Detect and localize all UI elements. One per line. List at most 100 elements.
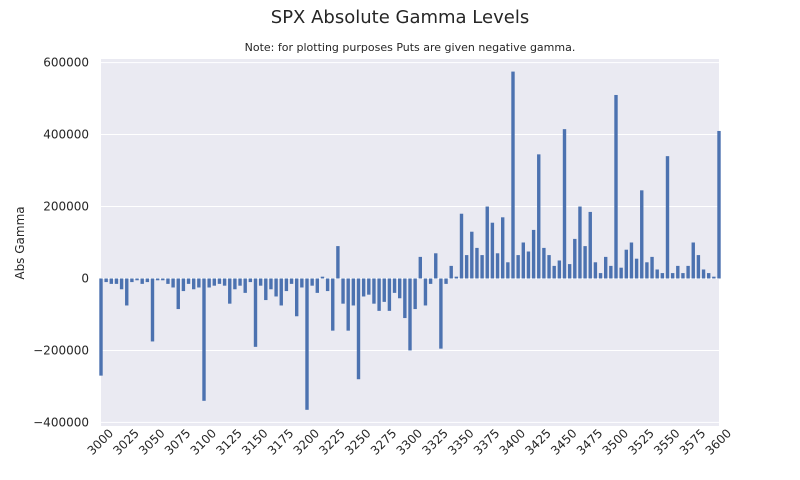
bar-3065 — [166, 278, 170, 284]
bar-3090 — [192, 278, 196, 290]
bar-3100 — [202, 278, 206, 401]
x-tick-label: 3400 — [497, 426, 528, 457]
bar-3520 — [634, 258, 639, 279]
bar-3370 — [480, 255, 484, 279]
bar-3025 — [125, 278, 129, 306]
bar-3345 — [454, 276, 459, 279]
bar-3260 — [367, 278, 371, 295]
bar-3235 — [341, 278, 345, 304]
x-tick-label: 3000 — [85, 426, 116, 457]
bar-3240 — [346, 278, 350, 331]
bar-3285 — [392, 278, 397, 293]
bar-3185 — [289, 278, 294, 284]
bar-3105 — [207, 278, 211, 288]
bar-3220 — [325, 278, 330, 292]
bar-3265 — [372, 278, 376, 304]
bar-3210 — [315, 278, 319, 293]
bar-3255 — [361, 278, 366, 297]
bar-3445 — [557, 260, 562, 279]
bar-3315 — [423, 278, 428, 306]
x-tick-label: 3600 — [703, 426, 734, 457]
bar-3440 — [552, 265, 556, 279]
bar-3535 — [650, 256, 654, 279]
x-tick-label: 3075 — [162, 426, 193, 457]
x-tick-label: 3300 — [394, 426, 425, 457]
y-tick-label: −200000 — [33, 343, 89, 357]
y-tick-label: 200000 — [43, 200, 89, 214]
bar-3180 — [284, 278, 289, 292]
x-tick-label: 3425 — [522, 426, 553, 457]
bar-3310 — [418, 256, 422, 279]
x-tick-label: 3450 — [548, 426, 579, 457]
x-axis-ticks: 3000302530503075310031253150317532003225… — [85, 426, 734, 457]
bar-3305 — [413, 278, 417, 310]
bar-3200 — [305, 278, 309, 410]
bar-3495 — [609, 265, 613, 279]
bar-3530 — [645, 262, 649, 279]
x-tick-label: 3150 — [239, 426, 270, 457]
y-axis-ticks: −400000 −200000 0 200000 400000 600000 — [33, 56, 89, 430]
y-tick-label: 400000 — [43, 128, 89, 142]
bar-3275 — [382, 278, 386, 302]
bar-3250 — [356, 278, 361, 380]
x-tick-label: 3350 — [445, 426, 476, 457]
bar-3545 — [660, 273, 665, 279]
bar-3085 — [186, 278, 191, 284]
bar-3195 — [300, 278, 304, 288]
bar-3165 — [269, 278, 273, 290]
bar-3000 — [99, 278, 103, 376]
bar-3460 — [573, 238, 577, 279]
bar-3580 — [696, 255, 701, 279]
x-tick-label: 3250 — [342, 426, 373, 457]
bar-3120 — [222, 278, 227, 286]
bar-3325 — [434, 253, 438, 279]
x-tick-label: 3125 — [213, 426, 244, 457]
bar-3295 — [403, 278, 407, 319]
x-tick-label: 3525 — [625, 426, 656, 457]
bar-3575 — [691, 242, 695, 279]
y-tick-label: 0 — [81, 271, 89, 285]
chart-subtitle: Note: for plotting purposes Puts are giv… — [244, 41, 576, 54]
bar-3365 — [475, 247, 479, 279]
bar-3290 — [398, 278, 402, 299]
bar-3190 — [295, 278, 299, 317]
bar-3465 — [578, 206, 582, 279]
bar-3405 — [516, 255, 520, 279]
x-tick-label: 3575 — [677, 426, 708, 457]
bar-3595 — [712, 276, 716, 279]
bar-3115 — [217, 278, 222, 284]
bar-3140 — [243, 278, 247, 293]
y-tick-label: −400000 — [33, 415, 89, 429]
bar-3045 — [145, 278, 150, 283]
bar-3060 — [161, 278, 165, 281]
bars — [99, 71, 721, 410]
bar-3395 — [506, 262, 510, 279]
bar-3560 — [676, 265, 680, 279]
bar-3055 — [155, 278, 160, 281]
x-tick-label: 3175 — [265, 426, 296, 457]
bar-3205 — [310, 278, 314, 286]
bar-3435 — [547, 255, 551, 279]
bar-3170 — [274, 278, 278, 297]
bar-3380 — [490, 222, 495, 279]
bar-3340 — [449, 265, 453, 279]
bar-3480 — [593, 262, 598, 279]
bar-3080 — [181, 278, 186, 292]
bar-3145 — [248, 278, 253, 283]
bar-3005 — [104, 278, 108, 283]
x-tick-label: 3275 — [368, 426, 399, 457]
x-tick-label: 3100 — [188, 426, 219, 457]
x-tick-label: 3225 — [316, 426, 347, 457]
bar-3415 — [526, 251, 531, 279]
bar-3565 — [681, 273, 685, 279]
bar-3270 — [377, 278, 381, 311]
bar-3010 — [109, 278, 113, 284]
x-tick-label: 3500 — [600, 426, 631, 457]
bar-3245 — [351, 278, 356, 306]
bar-3155 — [258, 278, 263, 286]
bar-3230 — [336, 246, 340, 279]
bar-3050 — [150, 278, 155, 342]
bar-3215 — [320, 276, 325, 279]
bar-3600 — [717, 130, 721, 279]
